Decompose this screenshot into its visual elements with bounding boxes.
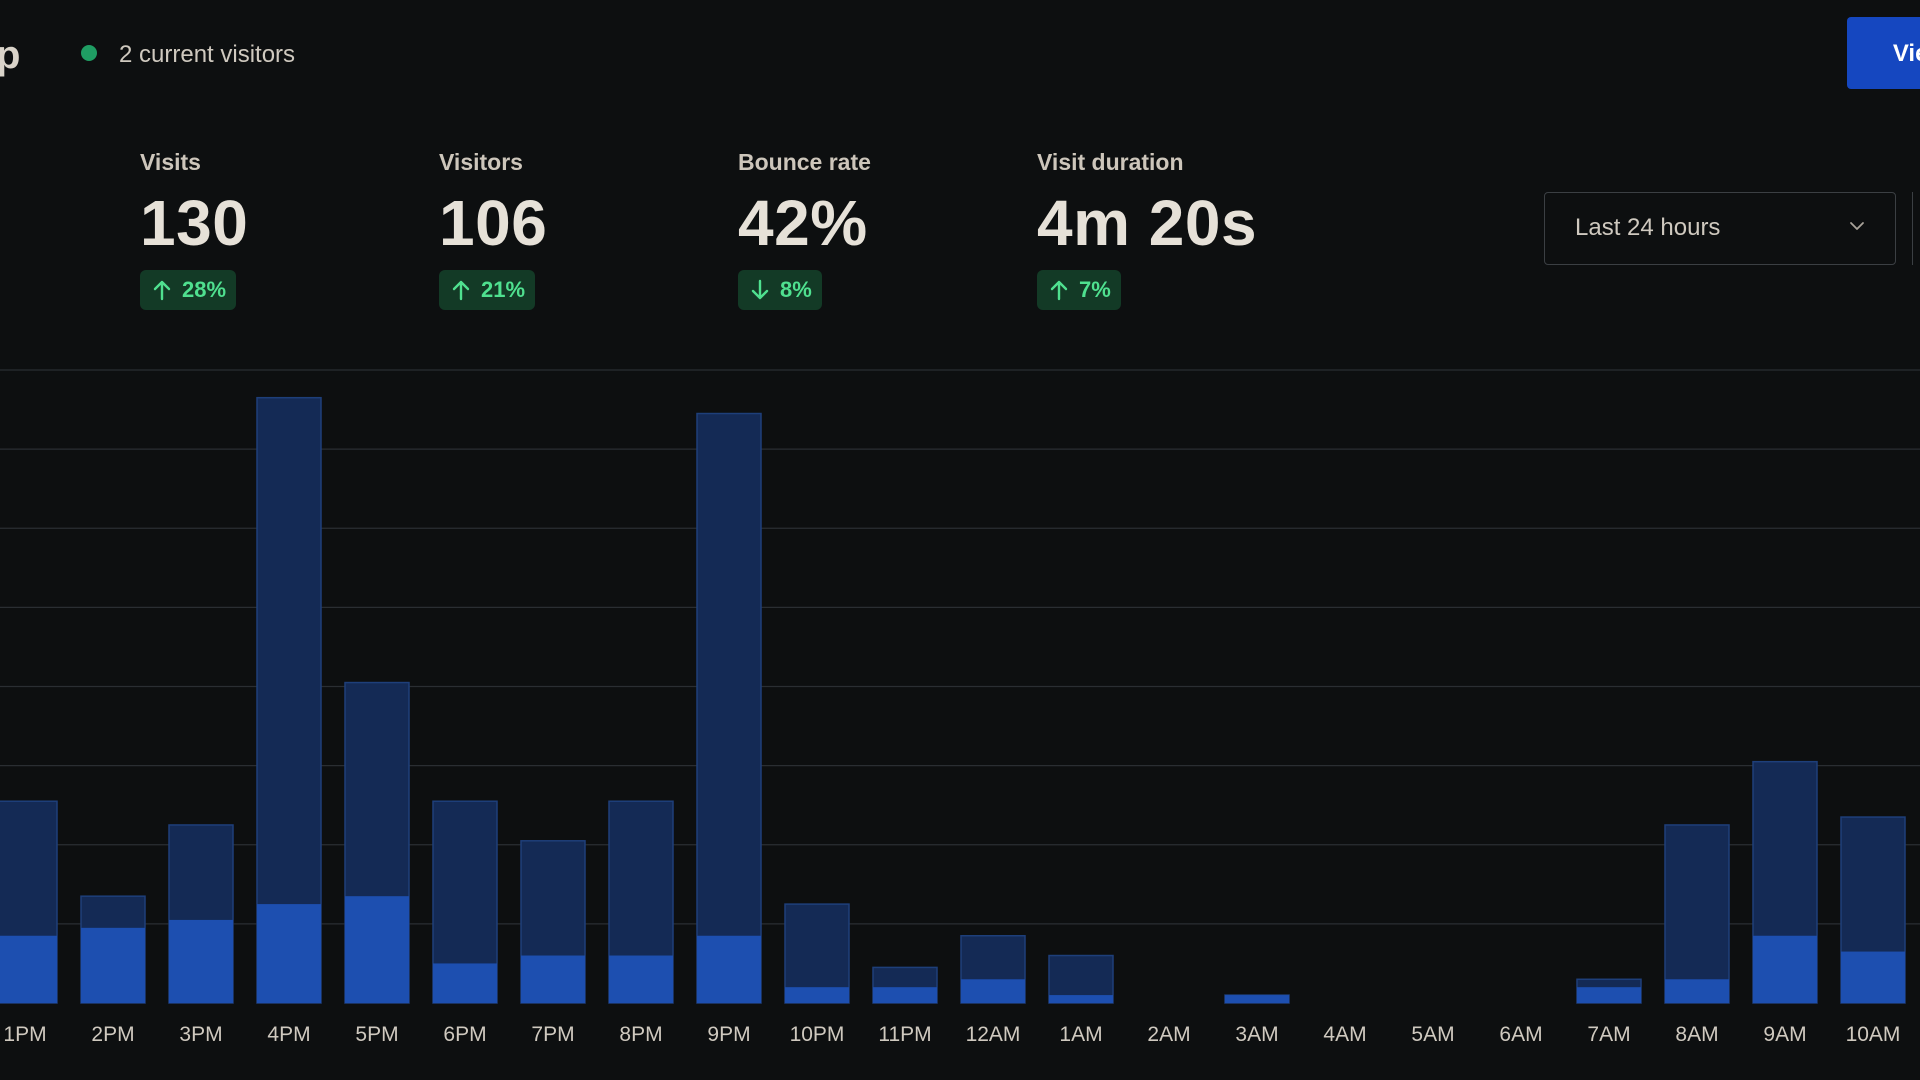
bar-part[interactable] — [1841, 951, 1905, 1003]
bar-part[interactable] — [1665, 979, 1729, 1003]
bar-total[interactable] — [256, 396, 322, 1004]
arrow-up-icon — [153, 280, 171, 301]
chevron-down-icon — [1850, 222, 1864, 230]
stat-visit-duration[interactable]: Visit duration 4m 20s 7% — [1037, 148, 1257, 310]
bar-part[interactable] — [1577, 987, 1641, 1003]
stat-label: Visits — [140, 149, 201, 175]
x-tick-label: 6AM — [1499, 1023, 1542, 1046]
stat-value: 106 — [439, 187, 548, 259]
stat-change-badge: 28% — [140, 270, 237, 310]
bar-total[interactable] — [696, 412, 762, 1004]
bar-part[interactable] — [609, 955, 673, 1003]
x-tick-label: 8AM — [1675, 1023, 1718, 1046]
site-name[interactable]: p — [0, 33, 21, 77]
x-tick-label: 5PM — [355, 1023, 398, 1046]
stat-visits[interactable]: Visits 130 28% — [140, 148, 248, 310]
stat-change-value: 7% — [1079, 277, 1111, 302]
x-tick-label: 9AM — [1763, 1023, 1806, 1046]
arrow-up-icon — [452, 280, 470, 301]
x-tick-label: 4PM — [267, 1023, 310, 1046]
x-tick-label: 3PM — [179, 1023, 222, 1046]
x-tick-label: 2AM — [1147, 1023, 1190, 1046]
bar-part[interactable] — [81, 927, 145, 1003]
x-tick-label: 10AM — [1846, 1023, 1901, 1046]
bar-part[interactable] — [785, 987, 849, 1003]
stat-label: Bounce rate — [738, 149, 871, 175]
x-tick-label: 9PM — [707, 1023, 750, 1046]
stat-change-badge: 8% — [738, 270, 822, 310]
bar-part[interactable] — [873, 987, 937, 1003]
secondary-control-edge[interactable] — [1912, 192, 1920, 265]
x-tick-label: 10PM — [790, 1023, 845, 1046]
bar-part[interactable] — [697, 935, 761, 1003]
bar-part[interactable] — [961, 979, 1025, 1003]
x-tick-label: 7AM — [1587, 1023, 1630, 1046]
bar-part[interactable] — [521, 955, 585, 1003]
current-visitors-link[interactable]: 2 current visitors — [119, 41, 296, 68]
bar-part[interactable] — [1049, 995, 1113, 1003]
x-tick-label: 11PM — [878, 1023, 931, 1046]
x-tick-label: 4AM — [1323, 1023, 1366, 1046]
stat-change-value: 21% — [481, 277, 526, 302]
bar-part[interactable] — [257, 904, 321, 1003]
live-status-icon — [81, 45, 97, 61]
x-tick-label: 3AM — [1235, 1023, 1278, 1046]
stat-bounce-rate[interactable]: Bounce rate 42% 8% — [738, 148, 871, 310]
arrow-down-icon — [751, 279, 769, 300]
x-tick-label: 1PM — [3, 1023, 46, 1046]
bar-part[interactable] — [1753, 935, 1817, 1003]
x-tick-label: 1AM — [1059, 1023, 1102, 1046]
stat-change-value: 28% — [182, 277, 227, 302]
date-range-select[interactable]: Last 24 hours — [1544, 192, 1896, 265]
x-tick-label: 5AM — [1411, 1023, 1454, 1046]
stat-change-value: 8% — [780, 277, 812, 302]
view-button[interactable]: View — [1847, 17, 1920, 89]
stat-label: Visit duration — [1037, 149, 1184, 175]
stat-label: Visitors — [439, 149, 523, 175]
date-range-value: Last 24 hours — [1575, 214, 1721, 241]
x-tick-label: 12AM — [966, 1023, 1021, 1046]
stat-value: 42% — [738, 187, 868, 259]
bar-part[interactable] — [0, 935, 57, 1003]
bar-total[interactable] — [1664, 824, 1730, 1004]
stat-value: 130 — [140, 187, 249, 259]
arrow-up-icon — [1050, 280, 1068, 301]
stat-visitors[interactable]: Visitors 106 21% — [439, 148, 547, 310]
bar-part[interactable] — [169, 919, 233, 1003]
bar-part[interactable] — [433, 963, 497, 1003]
bar-part[interactable] — [1225, 995, 1289, 1003]
stat-change-badge: 7% — [1037, 270, 1121, 310]
x-tick-label: 7PM — [531, 1023, 574, 1046]
x-tick-label: 8PM — [619, 1023, 662, 1046]
stat-value: 4m 20s — [1037, 187, 1258, 259]
bar-part[interactable] — [345, 896, 409, 1003]
stat-change-badge: 21% — [439, 270, 536, 310]
x-tick-label: 2PM — [91, 1023, 134, 1046]
x-tick-label: 6PM — [443, 1023, 486, 1046]
